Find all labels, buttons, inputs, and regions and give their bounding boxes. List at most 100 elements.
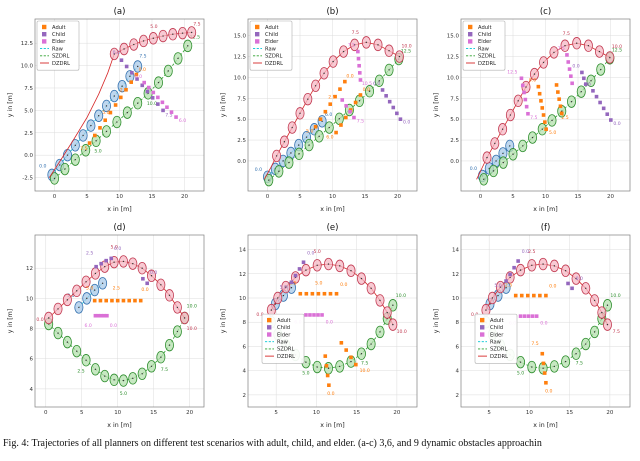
timestamp-label: 0.0 xyxy=(327,391,334,397)
timestamp-label: 6.0 xyxy=(373,81,380,87)
x-tick-label: 0 xyxy=(52,194,56,200)
timestamp-label: 5.0 xyxy=(549,130,556,136)
plot-border xyxy=(247,234,418,408)
legend-label: Adult xyxy=(277,318,291,324)
timestamp-label: 0.0 xyxy=(114,246,121,252)
legend-label: DZDRL xyxy=(478,61,496,67)
timestamp-label: 10.0 xyxy=(396,293,406,299)
y-tick-label: 10 xyxy=(26,296,33,302)
y-tick-label: 15.0 xyxy=(234,34,247,40)
x-tick-label: 20 xyxy=(181,194,188,200)
timestamp-label: 10.0 xyxy=(186,303,196,309)
trajectory-szdrl: 5.0 10.0 12.5 xyxy=(49,35,200,185)
timestamp-label: 5.0 xyxy=(86,285,93,291)
obstacle-elder: 0.0 6.0 xyxy=(134,74,186,124)
trajectory-dzdrl: 0.05.010.0 xyxy=(36,245,197,332)
timestamp-label: 7.5 xyxy=(160,367,167,373)
y-tick-label: 8 xyxy=(456,320,460,326)
timestamp-label: 6.0 xyxy=(179,118,186,124)
obstacle-child: 5.0 0.0 xyxy=(280,250,315,290)
y-tick-label: 10.0 xyxy=(447,75,460,81)
y-tick-label: 5.0 xyxy=(24,108,33,114)
legend-label: Raw xyxy=(277,340,289,346)
timestamp-label: 5.0 xyxy=(314,249,321,255)
trajectory-dzdrl: 7.5 10.0 xyxy=(263,30,412,180)
y-axis-label: y in [m] xyxy=(220,309,227,334)
timestamp-label: 0.0 xyxy=(340,282,347,288)
timestamp-label: 10.0 xyxy=(186,326,196,332)
x-tick-label: 15 xyxy=(566,410,573,416)
timestamp-label: 5.0 xyxy=(110,245,117,251)
legend-label: Elder xyxy=(265,39,279,45)
panel-b-plot: (b)0 5 10 15 200.02.55.07.510.012.515.0x in … xyxy=(220,7,418,213)
legend-label: Child xyxy=(277,325,290,331)
y-axis-label: y in [m] xyxy=(433,309,440,334)
x-tick-label: 15 xyxy=(361,194,368,200)
timestamp-label: 10.0 xyxy=(612,44,622,50)
timestamp-label: 6.0 xyxy=(84,323,91,329)
timestamp-label: 5.0 xyxy=(150,24,157,30)
obstacle-adult: 0.0 2.5 5.0 7.5 xyxy=(80,67,146,152)
legend-marker-elder xyxy=(468,39,473,44)
obstacle-child: 6.00.0 xyxy=(584,82,621,127)
panel-a-plot: (a) 0 5 10 15 20 -2.5 0.0 2.5 5.0 7.5 10.0 12.5 x in … xyxy=(7,7,205,213)
obstacle-child: 5.0 0.0 xyxy=(495,249,530,289)
y-tick-label: 5.0 xyxy=(237,117,246,123)
legend-label: Adult xyxy=(490,318,504,324)
panel-title: (e) xyxy=(327,223,339,233)
y-tick-label: 7.5 xyxy=(237,96,246,102)
legend-label: Child xyxy=(265,32,278,38)
legend-label: SZDRL xyxy=(52,54,69,60)
y-tick-label: 5.0 xyxy=(451,117,460,123)
timestamp-label: 10.0 xyxy=(611,293,621,299)
x-axis-label: x in [m] xyxy=(107,422,132,429)
timestamp-label: 6.0 xyxy=(325,112,332,118)
timestamp-label: 2.5 xyxy=(86,251,93,257)
timestamp-label: 0.0 xyxy=(255,167,262,173)
timestamp-label: 2.5 xyxy=(562,115,569,121)
obstacle-adult: 5.0 2.5 0.0 xyxy=(86,285,148,303)
panel-f-plot: (f) 5 10 15 20 2 4 6 8 10 12 14 x in [m] y in [m] 5.0 7… xyxy=(433,223,631,429)
plot-border xyxy=(460,234,631,408)
legend-marker-child xyxy=(254,32,260,37)
x-tick-label: 5 xyxy=(85,194,89,200)
x-tick-label: 0 xyxy=(266,194,270,200)
panel-title: (f) xyxy=(541,223,551,233)
timestamp-label: 0.0 xyxy=(529,78,536,84)
timestamp-label: 10.0 xyxy=(360,368,370,374)
trajectory-szdrl: 12.5 xyxy=(479,48,623,186)
trajectory-dzdrl: 0.02.57.5 xyxy=(471,249,620,335)
x-tick-label: 5 xyxy=(512,194,516,200)
y-tick-label: 12 xyxy=(26,266,33,272)
panel-title: (b) xyxy=(326,7,338,17)
legend-label: Elder xyxy=(52,39,66,45)
timestamp-label: 2.5 xyxy=(77,368,84,374)
legend-label: SZDRL xyxy=(277,347,294,353)
trajectory-raw: 0.0 7.5 xyxy=(39,54,146,182)
obstacle-adult: 2.5 5.0 0.0 xyxy=(289,281,347,296)
timestamp-label: 0.0 xyxy=(346,73,353,79)
y-tick-label: 14 xyxy=(239,248,246,254)
plot-border xyxy=(34,18,205,192)
y-tick-label: 0.0 xyxy=(24,153,33,159)
timestamp-label: 0.0 xyxy=(36,317,43,323)
figure-caption: Fig. 4: Trajectories of all planners on … xyxy=(3,438,542,449)
trajectory-dzdrl: 7.5 10.0 xyxy=(476,31,623,180)
legend-label: Raw xyxy=(52,46,64,52)
y-axis-label: y in [m] xyxy=(7,93,14,118)
obstacle-child: 0.0 7.5 xyxy=(112,50,172,119)
timestamp-label: 5.0 xyxy=(280,284,287,290)
legend-marker-elder xyxy=(266,332,272,337)
y-tick-label: 12 xyxy=(452,272,459,278)
y-tick-label: 6 xyxy=(456,344,460,350)
obstacle-child: 0.0 xyxy=(566,276,583,291)
timestamp-label: 2.5 xyxy=(112,285,119,291)
legend-marker-elder xyxy=(480,332,485,337)
y-tick-label: 4 xyxy=(29,387,33,393)
timestamp-label: 10.0 xyxy=(397,329,407,335)
y-tick-label: 10.0 xyxy=(234,75,247,81)
timestamp-label: 5.0 xyxy=(517,370,524,376)
panel-e: (e) 5 10 15 20 2 4 6 8 10 12 14 x in [m] y in [m] 5.0 7… xyxy=(213,221,426,433)
